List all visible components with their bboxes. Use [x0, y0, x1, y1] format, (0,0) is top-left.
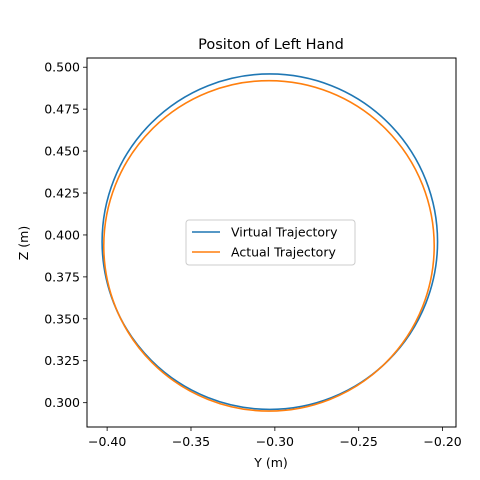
- legend-box: [185, 219, 356, 266]
- x-axis: −0.40 −0.35 −0.30 −0.25 −0.20: [88, 427, 462, 449]
- y-tick-label: 0.450: [44, 144, 80, 159]
- series-layer: [101, 73, 439, 412]
- series-line-1: [102, 79, 435, 412]
- legend: Virtual Trajectory Actual Trajectory: [185, 219, 356, 266]
- y-tick-label: 0.400: [44, 227, 80, 242]
- x-tick-label: −0.30: [256, 434, 294, 449]
- y-axis: 0.300 0.325 0.350 0.375 0.400 0.425 0.450 0.475…: [44, 60, 87, 410]
- y-tick-label: 0.475: [44, 102, 80, 117]
- y-axis-label: Z (m): [16, 226, 31, 260]
- y-tick-label: 0.425: [44, 186, 80, 201]
- plot-area: [86, 57, 457, 428]
- legend-label-virtual: Virtual Trajectory: [231, 225, 338, 240]
- x-tick-label: −0.35: [172, 434, 210, 449]
- y-tick-label: 0.350: [44, 311, 80, 326]
- x-tick-label: −0.20: [423, 434, 461, 449]
- x-axis-label: Y (m): [253, 455, 288, 470]
- legend-label-actual: Actual Trajectory: [231, 245, 336, 260]
- axes-frame: [86, 57, 457, 428]
- series-line-0: [101, 73, 439, 411]
- x-tick-label: −0.25: [340, 434, 378, 449]
- y-tick-label: 0.300: [44, 395, 80, 410]
- y-tick-label: 0.375: [44, 269, 80, 284]
- chart-title: Positon of Left Hand: [198, 37, 344, 53]
- y-tick-label: 0.325: [44, 353, 80, 368]
- y-tick-label: 0.500: [44, 60, 80, 75]
- x-tick-label: −0.40: [88, 434, 126, 449]
